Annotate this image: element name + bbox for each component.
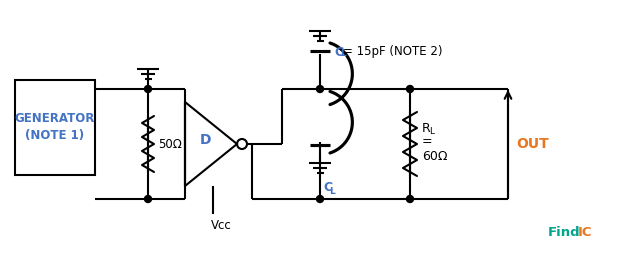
Circle shape [316, 86, 324, 92]
Text: = 15pF (NOTE 2): = 15pF (NOTE 2) [343, 45, 443, 58]
Text: IC: IC [578, 226, 593, 239]
Text: 60Ω: 60Ω [422, 150, 448, 163]
Bar [15, 80, 95, 174]
Text: L: L [429, 128, 434, 136]
Text: =: = [422, 135, 433, 149]
Text: R: R [422, 122, 431, 135]
Text: OUT: OUT [516, 137, 549, 151]
Text: C: C [323, 181, 332, 194]
Circle shape [407, 86, 414, 92]
Text: Find: Find [548, 226, 580, 239]
Text: C: C [334, 45, 343, 58]
Text: 50Ω: 50Ω [158, 137, 182, 151]
Text: L: L [329, 187, 335, 196]
Text: Vcc: Vcc [211, 219, 232, 232]
Text: GENERATOR: GENERATOR [15, 113, 95, 125]
Text: (NOTE 1): (NOTE 1) [25, 129, 84, 141]
Circle shape [407, 196, 414, 202]
Text: D: D [200, 133, 211, 147]
Circle shape [144, 196, 151, 202]
Circle shape [144, 86, 151, 92]
Circle shape [316, 196, 324, 202]
Text: L: L [340, 50, 346, 58]
